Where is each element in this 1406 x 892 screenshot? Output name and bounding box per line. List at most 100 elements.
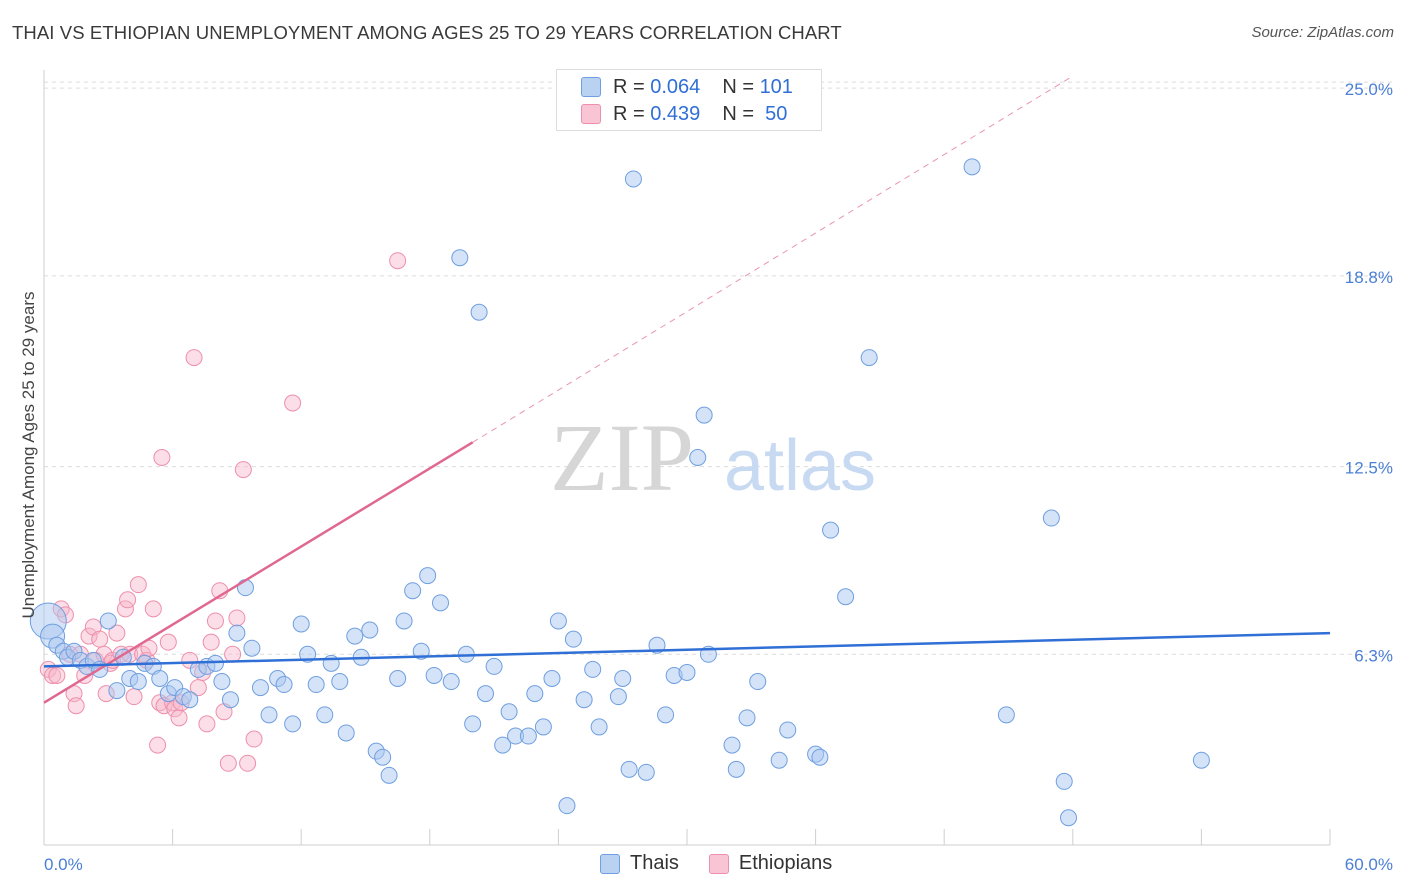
thai-point (419, 567, 437, 585)
thai-point (108, 682, 126, 700)
ethiopian-point (125, 688, 143, 706)
thai-point (346, 627, 364, 645)
thai-point (837, 588, 855, 606)
ethiopian-point (198, 715, 216, 733)
thai-point (151, 669, 169, 687)
thai-point (584, 660, 602, 678)
thai-point (997, 706, 1015, 724)
ethiopians-n-value: 50 (765, 102, 788, 125)
ethiopians-legend-swatch (708, 853, 729, 874)
thai-point (620, 760, 638, 778)
y-tick-label: 18.8% (1345, 268, 1393, 287)
thai-point (526, 685, 544, 703)
thai-point (519, 727, 537, 745)
series-legend: Thais Ethiopians (600, 852, 862, 875)
y-tick-label: 25.0% (1345, 80, 1393, 99)
thai-point (811, 748, 829, 766)
thai-point (624, 170, 642, 188)
thai-point (614, 669, 632, 687)
grid-lines (44, 81, 1392, 655)
thai-point (412, 642, 430, 660)
thai-point (251, 679, 269, 697)
thai-point (494, 736, 512, 754)
thai-point (221, 691, 239, 709)
thai-point (389, 669, 407, 687)
thai-point (678, 663, 696, 681)
thai-point (432, 594, 450, 612)
thais-points (29, 158, 1210, 827)
thai-point (770, 751, 788, 769)
source-label: Source: ZipAtlas.com (1251, 24, 1394, 41)
thai-point (549, 612, 567, 630)
ethiopians-trend-line (43, 441, 474, 704)
stats-legend: R = 0.064 N = 101 R = 0.439 N = 50 (556, 69, 822, 131)
ethiopian-point (224, 645, 242, 663)
thai-point (575, 691, 593, 709)
ethiopian-point (153, 449, 171, 466)
thai-point (380, 766, 398, 784)
ethiopian-point (67, 697, 85, 715)
thais-swatch (581, 77, 601, 97)
ethiopian-point (234, 461, 252, 479)
thai-point (470, 303, 488, 321)
ethiopian-point (91, 630, 109, 648)
thai-point (779, 721, 797, 739)
ethiopian-point (149, 736, 167, 754)
legend-item-thais[interactable]: Thais (600, 852, 679, 875)
thai-point (395, 612, 413, 630)
legend-item-ethiopians[interactable]: Ethiopians (708, 852, 832, 875)
thai-point (485, 657, 503, 675)
tick-labels: 6.3% 12.5% 18.8% 25.0% 0.0% 60.0% (44, 80, 1393, 874)
thai-point (590, 718, 608, 736)
thai-point (723, 736, 741, 754)
thais-r-value: 0.064 (650, 75, 701, 98)
thai-point (822, 521, 840, 539)
thai-point (275, 676, 293, 694)
thai-point (564, 630, 582, 648)
thai-point (284, 715, 302, 733)
thai-point (558, 797, 576, 815)
ethiopian-point (108, 624, 126, 642)
legend-row-ethiopians: R = 0.439 N = 50 (581, 101, 787, 127)
thai-point (129, 673, 147, 691)
ethiopian-point (239, 754, 257, 772)
watermark: ZIP atlas (550, 404, 876, 511)
ethiopian-point (206, 612, 224, 630)
thais-legend-swatch (600, 853, 620, 874)
y-tick-label: 6.3% (1354, 646, 1393, 665)
thai-point (695, 406, 713, 424)
thai-point (477, 685, 495, 703)
y-axis-label: Unemployment Among Ages 25 to 29 years (19, 291, 38, 619)
thai-point (236, 579, 254, 597)
thai-point (361, 621, 379, 639)
thai-point (534, 718, 552, 736)
thai-point (260, 706, 278, 724)
thai-point (500, 703, 518, 721)
ethiopian-point (219, 754, 237, 772)
thai-point (213, 673, 231, 691)
ethiopian-point (159, 633, 177, 651)
thai-point (963, 158, 981, 176)
ethiopian-point (44, 666, 62, 684)
ethiopian-point (166, 700, 184, 718)
thai-point (404, 582, 422, 600)
thai-point (689, 449, 707, 466)
watermark-atlas: atlas (724, 426, 876, 506)
thai-point (451, 249, 469, 267)
thai-point (738, 709, 756, 727)
legend-row-thais: R = 0.064 N = 101 (581, 74, 793, 100)
thai-point (860, 349, 878, 367)
thai-point (1060, 809, 1078, 827)
thai-point (727, 760, 745, 778)
thai-point (609, 688, 627, 706)
ethiopian-point (129, 576, 147, 594)
ethiopians-trend-extension (472, 75, 1074, 443)
thai-point (637, 763, 655, 781)
axes (43, 70, 1331, 846)
thai-point (1042, 509, 1060, 527)
thai-point (374, 748, 392, 766)
ethiopian-point (284, 394, 302, 412)
ethiopian-point (228, 609, 246, 627)
ethiopian-point (80, 627, 98, 645)
